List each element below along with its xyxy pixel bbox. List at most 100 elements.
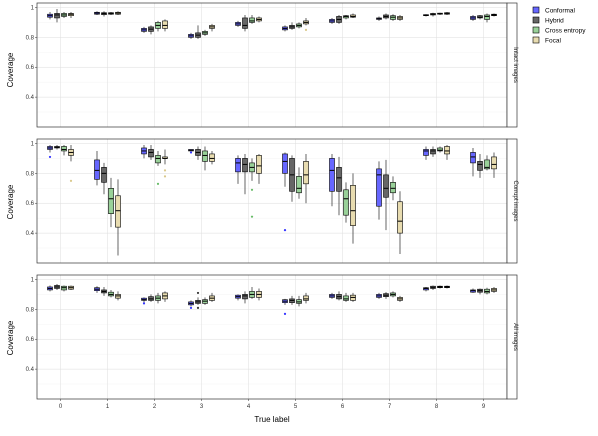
outlier-point: [189, 151, 193, 154]
y-tick-label: 1: [31, 5, 35, 11]
panel-strip: [506, 274, 518, 400]
box-3: [115, 195, 121, 228]
x-axis-title: True label: [254, 415, 290, 424]
box-0: [94, 159, 100, 180]
box-2: [155, 155, 161, 164]
outlier-point: [196, 306, 200, 309]
outlier-point: [163, 169, 167, 172]
panel-0: 0.4 0.6 0.8 1 Intact images: [26, 2, 518, 128]
x-tick-label: 0: [59, 404, 63, 410]
outlier-point: [142, 302, 146, 305]
panel-strip: [506, 2, 518, 128]
box-2: [296, 176, 302, 194]
y-tick-label: 1: [31, 141, 35, 147]
box-1: [54, 13, 60, 19]
box-2: [343, 295, 349, 301]
panels-layer: 0.4 0.6 0.8 1 Intact images 0.4 0.6 0.8 1 Corrupt…: [26, 2, 518, 410]
box-2: [343, 189, 349, 216]
panel-strip-label: Intact images: [512, 47, 518, 83]
box-2: [390, 182, 396, 194]
panel-1: 0.4 0.6 0.8 1 Corrupt images: [26, 138, 518, 264]
y-tick-label: 0.8: [26, 307, 35, 313]
box-2: [437, 147, 443, 152]
box-3: [491, 156, 497, 170]
box-2: [484, 159, 490, 170]
x-tick-label: 4: [247, 404, 251, 410]
legend-key-conformal: [532, 6, 540, 14]
panel-strip: [506, 138, 518, 264]
y-axis-title: Coverage: [6, 52, 15, 87]
x-tick-label: 5: [294, 404, 298, 410]
y-tick-label: 0.4: [26, 231, 35, 237]
y-tick-label: 0.4: [26, 95, 35, 101]
box-1: [148, 149, 154, 158]
box-1: [430, 149, 436, 155]
outlier-point: [283, 229, 287, 232]
panel-strip-label: All images: [512, 323, 518, 351]
x-tick-label: 7: [388, 404, 392, 410]
x-tick-label: 8: [435, 404, 439, 410]
y-tick-label: 1: [31, 277, 35, 283]
box-1: [242, 17, 248, 29]
box-3: [209, 153, 215, 162]
legend-key-cross-entropy: [532, 26, 540, 34]
box-1: [101, 167, 107, 183]
outlier-point: [163, 175, 167, 178]
y-tick-label: 0.6: [26, 201, 35, 207]
box-3: [350, 185, 356, 226]
y-tick-label: 0.4: [26, 367, 35, 373]
box-2: [249, 17, 255, 23]
box-3: [256, 155, 262, 174]
outlier-point: [189, 306, 193, 309]
y-axis-title: Coverage: [6, 184, 15, 219]
y-tick-label: 0.6: [26, 337, 35, 343]
box-0: [470, 152, 476, 164]
legend-label-focal: Focal: [545, 38, 561, 45]
box-2: [108, 188, 114, 214]
outlier-point: [283, 312, 287, 315]
legend-label-cross-entropy: Cross entropy: [545, 28, 586, 35]
x-tick-label: 1: [106, 404, 110, 410]
box-1: [336, 167, 342, 192]
outlier-point: [304, 28, 308, 31]
legend-label-hybrid: Hybrid: [545, 18, 564, 25]
x-tick-label: 3: [200, 404, 204, 410]
legend-key-focal: [532, 36, 540, 44]
panel-strip-label: Corrupt images: [512, 180, 518, 221]
panel-background: [37, 3, 507, 127]
y-tick-label: 0.6: [26, 65, 35, 71]
outlier-point: [250, 215, 254, 218]
panel-2: 0.4 0.6 0.8 1 All images 0 1 2 3 4 5 6 7 8 9: [26, 274, 518, 410]
box-3: [303, 295, 309, 301]
box-3: [397, 201, 403, 234]
box-1: [242, 158, 248, 173]
box-0: [282, 153, 288, 174]
box-1: [383, 174, 389, 198]
box-2: [202, 150, 208, 162]
outlier-point: [156, 182, 160, 185]
outlier-point: [250, 188, 254, 191]
box-1: [477, 161, 483, 171]
box-2: [484, 14, 490, 20]
box-0: [376, 168, 382, 207]
box-0: [423, 149, 429, 156]
outlier-point: [48, 155, 52, 159]
x-tick-label: 6: [341, 404, 345, 410]
legend-item-hybrid: Hybrid: [532, 16, 564, 25]
legend: Conformal Hybrid Cross entropy Focal: [527, 2, 595, 48]
x-tick-label: 9: [482, 404, 486, 410]
outlier-point: [196, 291, 200, 295]
legend-label-conformal: Conformal: [545, 8, 576, 15]
box-1: [242, 294, 248, 300]
box-3: [162, 20, 168, 29]
legend-item-conformal: Conformal: [532, 6, 576, 15]
y-axis-title: Coverage: [6, 320, 15, 355]
legend-item-focal: Focal: [532, 36, 561, 45]
box-3: [303, 161, 309, 185]
box-0: [329, 158, 335, 192]
box-3: [444, 146, 450, 155]
legend-item-cross-entropy: Cross entropy: [532, 26, 586, 35]
y-tick-label: 0.8: [26, 35, 35, 41]
outlier-point: [69, 179, 73, 182]
